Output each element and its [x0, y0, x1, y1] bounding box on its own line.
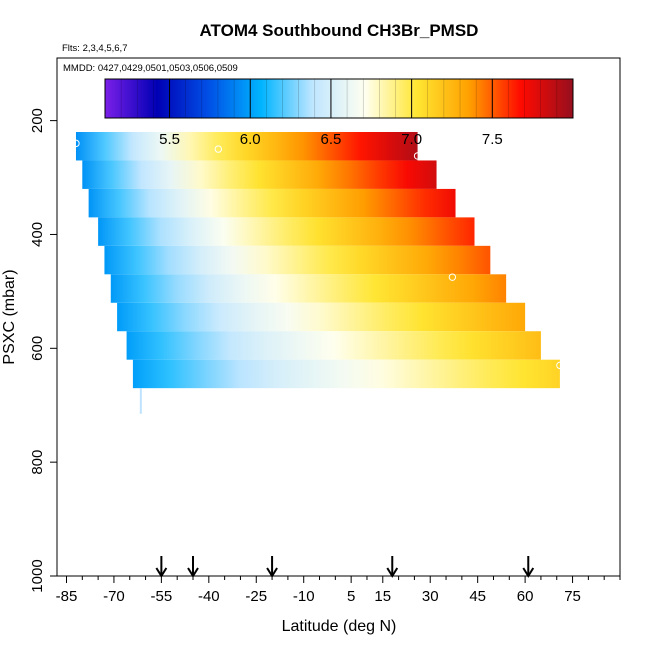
y-axis: 200 400 600 800 1000: [29, 108, 57, 593]
x-tick-label: 75: [564, 588, 581, 605]
flight-arrows: [155, 556, 535, 578]
x-tick-label: -70: [103, 588, 125, 605]
chart-title: ATOM4 Southbound CH3Br_PMSD: [200, 21, 479, 40]
flight-arrow: [187, 556, 199, 578]
y-tick-label: 800: [29, 450, 46, 475]
flight-arrow: [386, 556, 399, 578]
sample-point: [448, 273, 457, 281]
plot-frame: [56, 57, 621, 577]
colorbar-gradient: [104, 78, 574, 119]
sample-point: [556, 361, 564, 370]
x-tick-label: 5: [347, 588, 355, 605]
heatmap-layer: [82, 160, 437, 189]
x-tick-label: 30: [422, 588, 439, 605]
flight-arrow: [522, 556, 535, 578]
heatmap-layer: [132, 359, 560, 389]
colorbar-tick-label: 7.0: [401, 131, 422, 148]
sample-point: [413, 152, 422, 160]
x-tick-label: -25: [245, 588, 267, 605]
sample-points: [72, 139, 564, 370]
y-tick-label: 200: [29, 108, 46, 133]
heatmap-layer: [98, 217, 475, 246]
x-tick-label: -10: [293, 588, 315, 605]
colorbar-tick-label: 7.5: [482, 131, 503, 148]
x-tick-label: 60: [517, 588, 534, 605]
heatmap-layer: [110, 274, 507, 303]
y-tick-label: 600: [29, 336, 46, 361]
heatmap-layer: [126, 331, 541, 360]
y-tick-label: 1000: [29, 559, 46, 592]
heatmap-thin-column: [139, 388, 142, 414]
heatmap-layer: [88, 188, 456, 218]
colorbar-tick-label: 5.5: [159, 131, 180, 148]
colorbar: 5.5 6.0 6.5 7.0 7.5: [104, 78, 574, 148]
flight-arrow: [266, 556, 278, 578]
y-axis-label: PSXC (mbar): [1, 269, 18, 364]
sample-point: [72, 139, 80, 148]
x-tick-label: -55: [151, 588, 173, 605]
flight-arrow: [155, 556, 168, 578]
x-tick-label: -40: [198, 588, 220, 605]
dates-subtitle: MMDD: 0427,0429,0501,0503,0506,0509: [63, 63, 238, 74]
x-tick-label: 45: [469, 588, 486, 605]
x-axis-label: Latitude (deg N): [282, 618, 397, 635]
heatmap-layer: [75, 132, 418, 161]
x-axis: -85 -70 -55 -40 -25 -10 5 15 30 45 60 75: [56, 576, 621, 605]
heatmap-layers: [75, 132, 560, 414]
x-tick-label: 15: [374, 588, 391, 605]
colorbar-tick-label: 6.0: [240, 131, 261, 148]
heatmap-layer: [117, 302, 526, 332]
colorbar-tick-label: 6.5: [321, 131, 342, 148]
flights-subtitle: Flts: 2,3,4,5,6,7: [62, 43, 127, 54]
y-tick-label: 400: [29, 222, 46, 247]
sample-point: [214, 145, 223, 153]
x-tick-label: -85: [56, 588, 78, 605]
heatmap-layer: [104, 245, 491, 275]
